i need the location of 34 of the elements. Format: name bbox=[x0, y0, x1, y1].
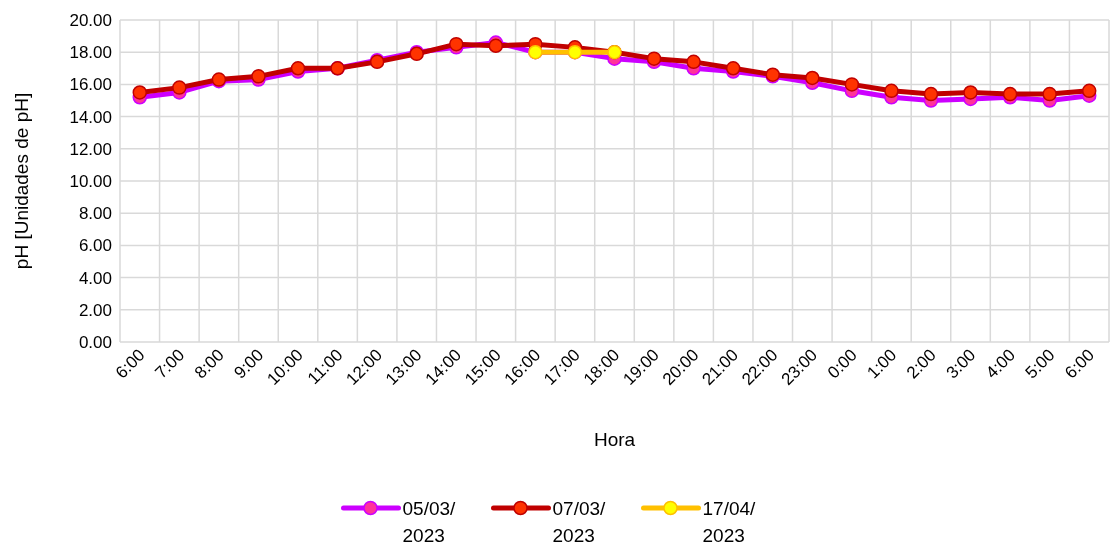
y-tick-label: 16.00 bbox=[69, 75, 112, 95]
point bbox=[172, 80, 187, 95]
legend-label: 05/03/2023 bbox=[402, 498, 457, 546]
point bbox=[884, 83, 899, 99]
point bbox=[132, 85, 148, 100]
y-tick-label: 18.00 bbox=[69, 43, 112, 63]
y-tick-label: 6.00 bbox=[78, 236, 112, 256]
point bbox=[646, 51, 662, 66]
x-tick-label: 3:00 bbox=[942, 345, 980, 383]
point bbox=[805, 70, 820, 86]
point bbox=[1081, 83, 1097, 99]
legend-label: 07/03/2023 bbox=[552, 498, 607, 546]
x-tick-label: 4:00 bbox=[982, 345, 1019, 383]
y-tick-label: 20.00 bbox=[69, 10, 112, 30]
x-axis-title: Hora bbox=[593, 429, 636, 450]
point bbox=[488, 38, 504, 54]
y-tick-label: 10.00 bbox=[69, 171, 112, 191]
x-tick-label: 7:00 bbox=[151, 345, 189, 383]
y-tick-label: 8.00 bbox=[78, 204, 112, 224]
y-tick-label: 0.00 bbox=[78, 332, 112, 352]
point bbox=[844, 77, 860, 92]
point bbox=[1002, 86, 1018, 102]
y-axis-title: pH [Unidades de pH] bbox=[11, 92, 32, 270]
y-tick-label: 14.00 bbox=[69, 107, 112, 127]
point bbox=[963, 85, 978, 100]
point bbox=[923, 86, 939, 102]
y-tick-label: 2.00 bbox=[78, 300, 112, 320]
legend-label: 17/04/2023 bbox=[702, 498, 757, 546]
point bbox=[1042, 86, 1057, 102]
point bbox=[686, 54, 701, 70]
x-tick-label: 9:00 bbox=[230, 345, 268, 383]
point bbox=[449, 36, 464, 52]
y-tick-label: 12.00 bbox=[69, 139, 112, 159]
y-tick-label: 4.00 bbox=[78, 268, 112, 288]
